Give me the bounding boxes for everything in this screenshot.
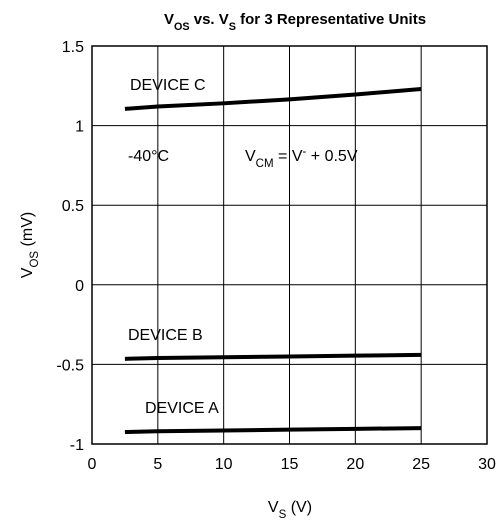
y-axis-label: VOS (mV) <box>19 212 41 278</box>
annotation-part: V <box>245 148 256 165</box>
y-tick-label: 0.5 <box>62 198 84 215</box>
annotation-part: - <box>303 146 307 158</box>
y-tick-label: -1 <box>70 437 84 454</box>
x-axis-label-part: V <box>268 499 279 516</box>
chart-title: VOS vs. VS for 3 Representative Units <box>164 11 426 33</box>
y-axis-label-part: (mV) <box>19 212 36 251</box>
series-line <box>124 352 422 361</box>
x-tick-label: 25 <box>412 456 430 473</box>
series-line <box>124 86 422 111</box>
x-tick-label: 0 <box>88 456 97 473</box>
series-label: DEVICE C <box>130 77 206 94</box>
annotation: VCM = V- + 0.5V <box>245 146 358 170</box>
x-axis-label: VS (V) <box>268 499 312 521</box>
x-tick-label: 10 <box>215 456 233 473</box>
annotation-part: CM <box>256 158 274 170</box>
annotation-part: = V <box>274 148 303 165</box>
series-label: DEVICE B <box>128 327 203 344</box>
chart-title-part: S <box>229 21 236 33</box>
annotation-part: -40°C <box>128 148 169 165</box>
x-tick-label: 15 <box>281 456 299 473</box>
annotation: -40°C <box>128 148 169 165</box>
x-axis-label-part: S <box>279 509 287 521</box>
x-tick-label: 5 <box>153 456 162 473</box>
y-tick-label: 0 <box>75 278 84 295</box>
chart-title-part: OS <box>174 21 190 33</box>
y-tick-label: 1.5 <box>62 39 84 56</box>
x-axis-label-part: (V) <box>286 499 312 516</box>
x-tick-label: 20 <box>346 456 364 473</box>
series-label: DEVICE A <box>145 400 219 417</box>
x-tick-label: 30 <box>478 456 496 473</box>
y-tick-label: -0.5 <box>56 357 84 374</box>
chart-title-part: V <box>164 11 174 28</box>
plot-frame <box>91 45 488 445</box>
chart-title-part: for 3 Representative Units <box>236 11 426 28</box>
chart-title-part: vs. V <box>190 11 229 28</box>
series-line <box>124 426 422 435</box>
y-axis-label-part: V <box>19 267 36 278</box>
y-axis-label-part: OS <box>29 251 41 268</box>
y-tick-label: 1 <box>75 119 84 136</box>
annotation-part: + 0.5V <box>306 148 357 165</box>
